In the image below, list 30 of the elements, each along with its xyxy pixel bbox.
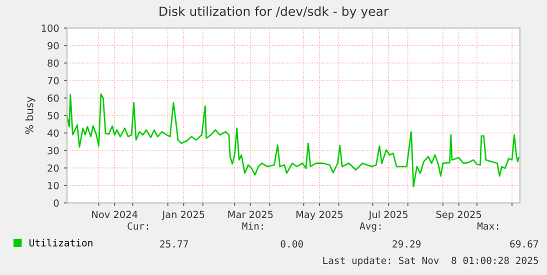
- y-axis-title: % busy: [25, 96, 36, 134]
- y-tick-label: 40: [47, 129, 59, 137]
- y-tick-label: 60: [48, 94, 59, 102]
- text: 69.67: [510, 240, 538, 248]
- y-tick-label: 80: [48, 60, 59, 67]
- y-tick-label: 70: [48, 77, 59, 84]
- text: Max:: [478, 222, 498, 230]
- y-tick-label: 30: [48, 146, 59, 154]
- x-tick-label: Sep 2025: [436, 210, 482, 220]
- y-tick-label: 90: [48, 42, 59, 50]
- text: 25.77: [160, 240, 188, 248]
- y-tick-label: 50: [48, 112, 59, 120]
- text: Last update: Sat Nov 8 01:00:28 2025: [323, 256, 538, 266]
- x-tick-label: May 2025: [296, 210, 343, 220]
- x-tick-label: Jan 2025: [162, 210, 204, 220]
- text: Avg:: [360, 222, 381, 232]
- line-series: [67, 93, 520, 188]
- text: 29.29: [392, 240, 421, 248]
- y-tick-label: 100: [42, 24, 59, 32]
- text: Cur:: [128, 222, 148, 230]
- legend-label: Utilization: [30, 238, 92, 246]
- x-tick-label: Mar 2025: [228, 210, 273, 218]
- x-tick-label: Nov 2024: [92, 210, 138, 218]
- y-tick-label: 10: [48, 182, 59, 190]
- y-tick-label: 20: [48, 164, 59, 172]
- chart-title: Disk utilization for /dev/sdk - by year: [160, 6, 389, 18]
- x-tick-label: Jul 2025: [368, 210, 408, 220]
- text: Min:: [242, 222, 263, 230]
- text: 0.00: [280, 240, 303, 248]
- y-tick-label: 0: [54, 199, 59, 207]
